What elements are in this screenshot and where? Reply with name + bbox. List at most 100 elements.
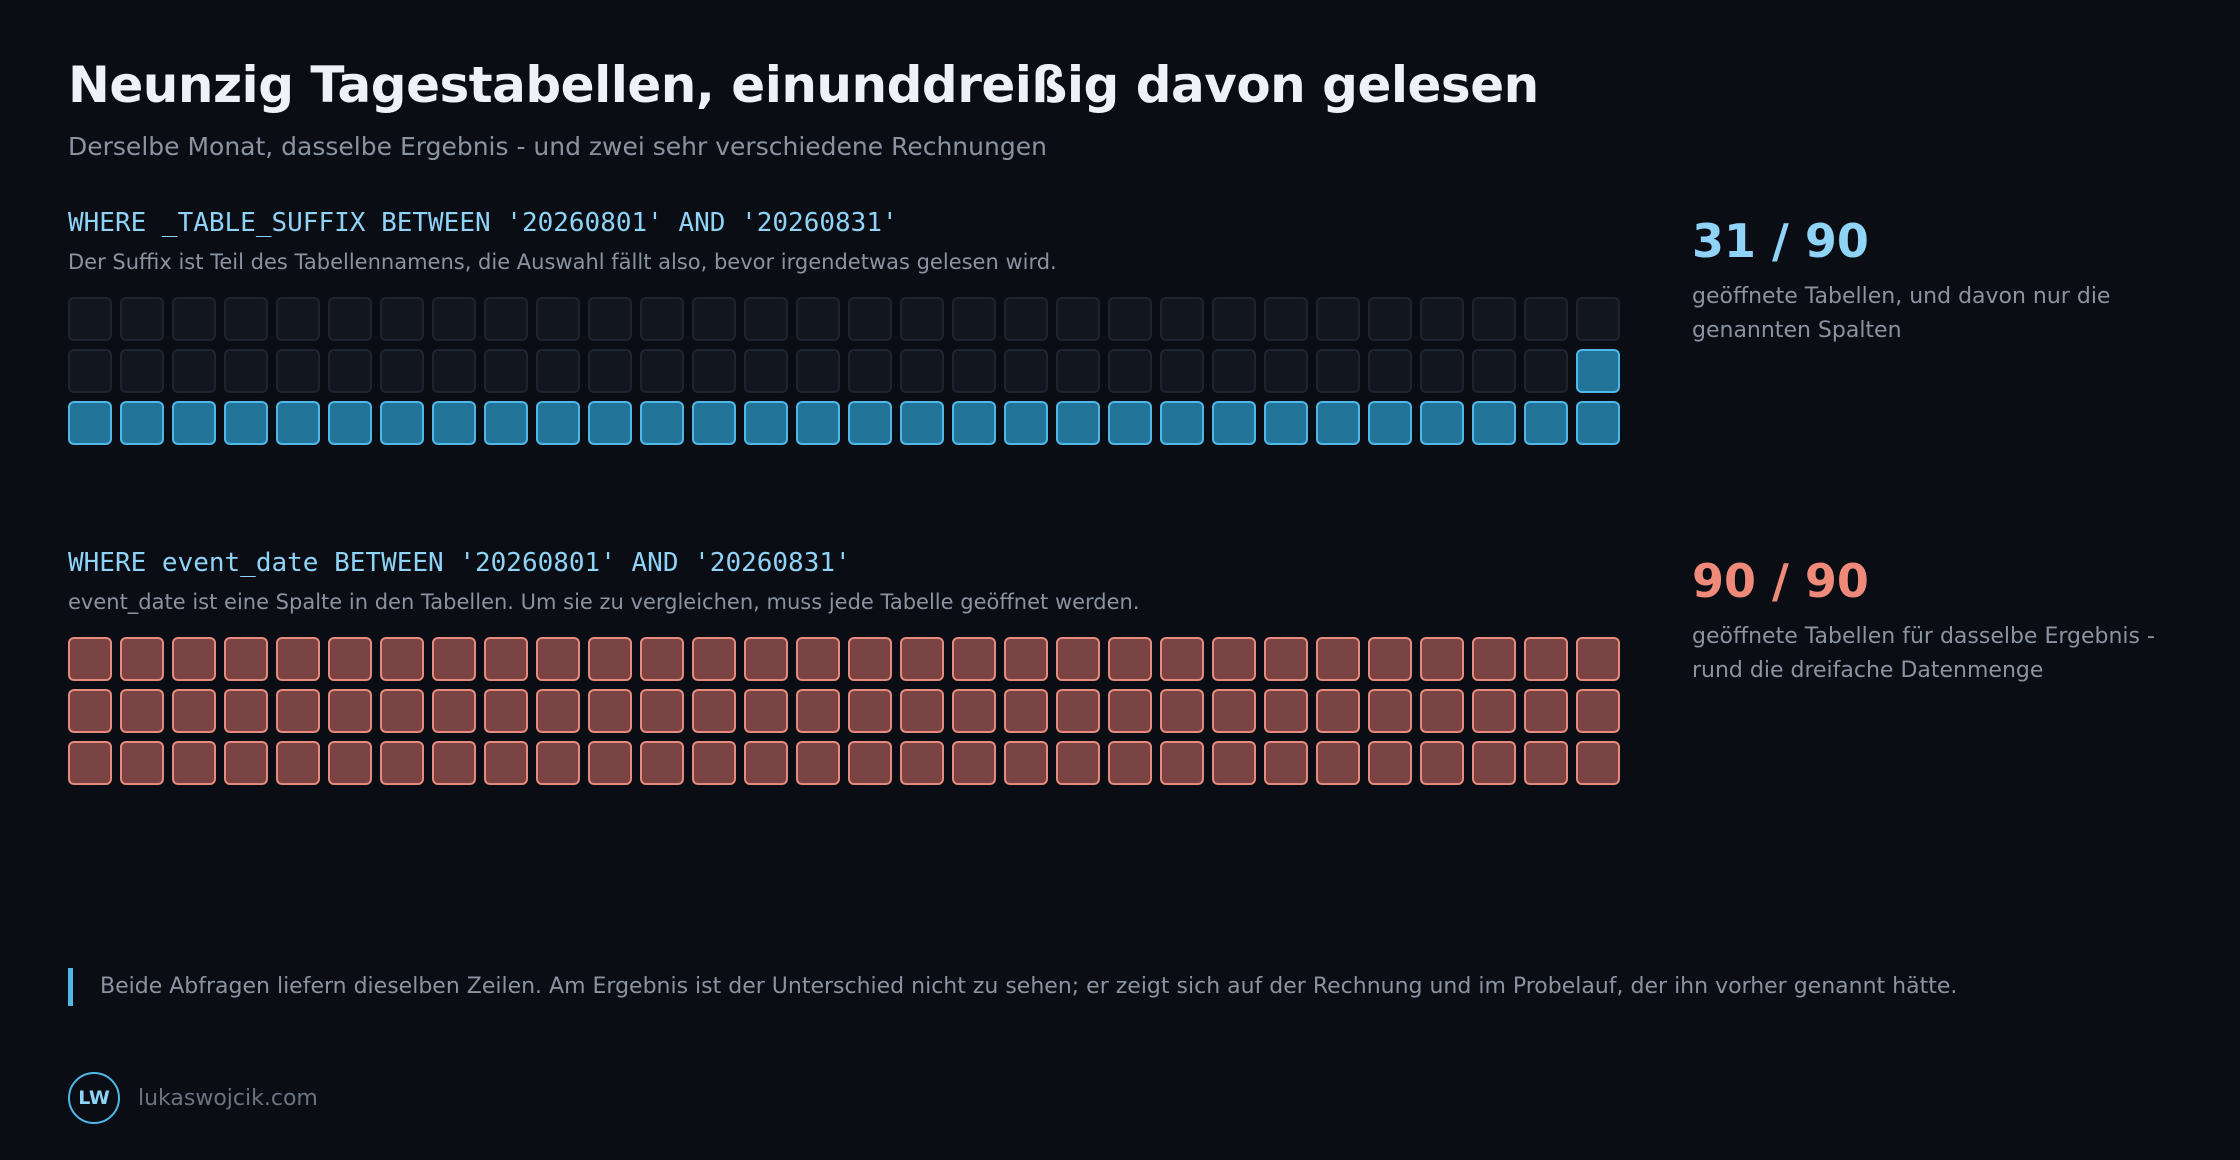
table-cell-read (172, 689, 216, 733)
table-cell-read (172, 637, 216, 681)
table-cell-read (1472, 637, 1516, 681)
table-cell-read (588, 401, 632, 445)
table-cell-unread (1472, 349, 1516, 393)
table-cell-read (432, 689, 476, 733)
table-grid (68, 297, 1620, 445)
table-cell-unread (432, 297, 476, 341)
table-cell-unread (588, 349, 632, 393)
stat-caption: geöffnete Tabellen, und davon nur die ge… (1692, 284, 2111, 343)
table-cell-read (484, 637, 528, 681)
table-cell-read (692, 689, 736, 733)
table-cell-read (900, 401, 944, 445)
table-cell-read (1524, 741, 1568, 785)
table-cell-read (1420, 637, 1464, 681)
summary-note: Beide Abfragen liefern dieselben Zeilen.… (68, 968, 1957, 1006)
table-cell-read (68, 401, 112, 445)
table-cell-read (1524, 689, 1568, 733)
table-cell-read (484, 401, 528, 445)
query-description: Der Suffix ist Teil des Tabellennamens, … (68, 250, 1057, 274)
table-cell-unread (68, 297, 112, 341)
table-cell-read (1316, 637, 1360, 681)
table-cell-read (1056, 637, 1100, 681)
table-cell-read (1212, 637, 1256, 681)
table-cell-read (1212, 689, 1256, 733)
table-cell-read (640, 689, 684, 733)
table-cell-read (848, 689, 892, 733)
table-cell-read (796, 401, 840, 445)
table-cell-unread (692, 349, 736, 393)
table-cell-unread (328, 349, 372, 393)
table-cell-read (796, 741, 840, 785)
table-cell-read (1264, 741, 1308, 785)
table-cell-read (744, 689, 788, 733)
table-cell-unread (432, 349, 476, 393)
table-cell-read (796, 689, 840, 733)
table-cell-unread (1004, 349, 1048, 393)
site-link[interactable]: lukaswojcik.com (138, 1085, 318, 1111)
table-cell-read (432, 741, 476, 785)
table-cell-read (1160, 689, 1204, 733)
section-event-date: WHERE event_date BETWEEN '20260801' AND … (68, 545, 1620, 785)
table-cell-read (328, 401, 372, 445)
table-cell-unread (796, 297, 840, 341)
table-cell-unread (1420, 297, 1464, 341)
stat-caption: geöffnete Tabellen für dasselbe Ergebnis… (1692, 624, 2155, 683)
table-cell-read (588, 741, 632, 785)
table-cell-read (1316, 401, 1360, 445)
table-cell-unread (1212, 297, 1256, 341)
table-cell-read (536, 637, 580, 681)
table-cell-read (1160, 401, 1204, 445)
table-cell-read (1524, 637, 1568, 681)
table-cell-unread (1524, 349, 1568, 393)
table-cell-unread (536, 297, 580, 341)
table-cell-read (224, 637, 268, 681)
stat-value: 31 / 90 (1692, 214, 1869, 268)
table-cell-read (796, 637, 840, 681)
table-cell-unread (1056, 297, 1100, 341)
table-cell-read (224, 741, 268, 785)
table-cell-read (1004, 401, 1048, 445)
table-cell-unread (1316, 297, 1360, 341)
table-cell-unread (900, 297, 944, 341)
table-cell-read (1420, 741, 1464, 785)
table-cell-read (1368, 741, 1412, 785)
table-cell-read (640, 741, 684, 785)
table-cell-unread (1108, 297, 1152, 341)
table-cell-unread (848, 297, 892, 341)
table-cell-read (848, 637, 892, 681)
table-cell-read (1212, 741, 1256, 785)
footer: LW lukaswojcik.com (68, 1072, 318, 1124)
table-cell-unread (1576, 297, 1620, 341)
table-cell-read (952, 401, 996, 445)
table-cell-unread (744, 297, 788, 341)
table-cell-unread (1264, 349, 1308, 393)
table-cell-read (380, 637, 424, 681)
table-cell-read (1420, 401, 1464, 445)
table-cell-unread (796, 349, 840, 393)
table-cell-read (328, 689, 372, 733)
table-cell-read (380, 741, 424, 785)
table-cell-read (68, 689, 112, 733)
table-cell-read (744, 637, 788, 681)
table-cell-unread (640, 349, 684, 393)
table-cell-read (952, 689, 996, 733)
table-cell-read (1160, 637, 1204, 681)
table-cell-read (1264, 637, 1308, 681)
table-cell-read (692, 637, 736, 681)
table-cell-unread (1160, 297, 1204, 341)
table-cell-unread (1524, 297, 1568, 341)
table-cell-read (1108, 689, 1152, 733)
table-cell-unread (1368, 349, 1412, 393)
table-cell-unread (68, 349, 112, 393)
table-cell-unread (1160, 349, 1204, 393)
table-cell-unread (328, 297, 372, 341)
table-cell-read (120, 401, 164, 445)
table-cell-read (848, 401, 892, 445)
table-cell-read (1472, 689, 1516, 733)
table-cell-read (1420, 689, 1464, 733)
table-cell-unread (1108, 349, 1152, 393)
table-cell-read (1264, 689, 1308, 733)
table-cell-read (1368, 401, 1412, 445)
table-cell-read (536, 741, 580, 785)
